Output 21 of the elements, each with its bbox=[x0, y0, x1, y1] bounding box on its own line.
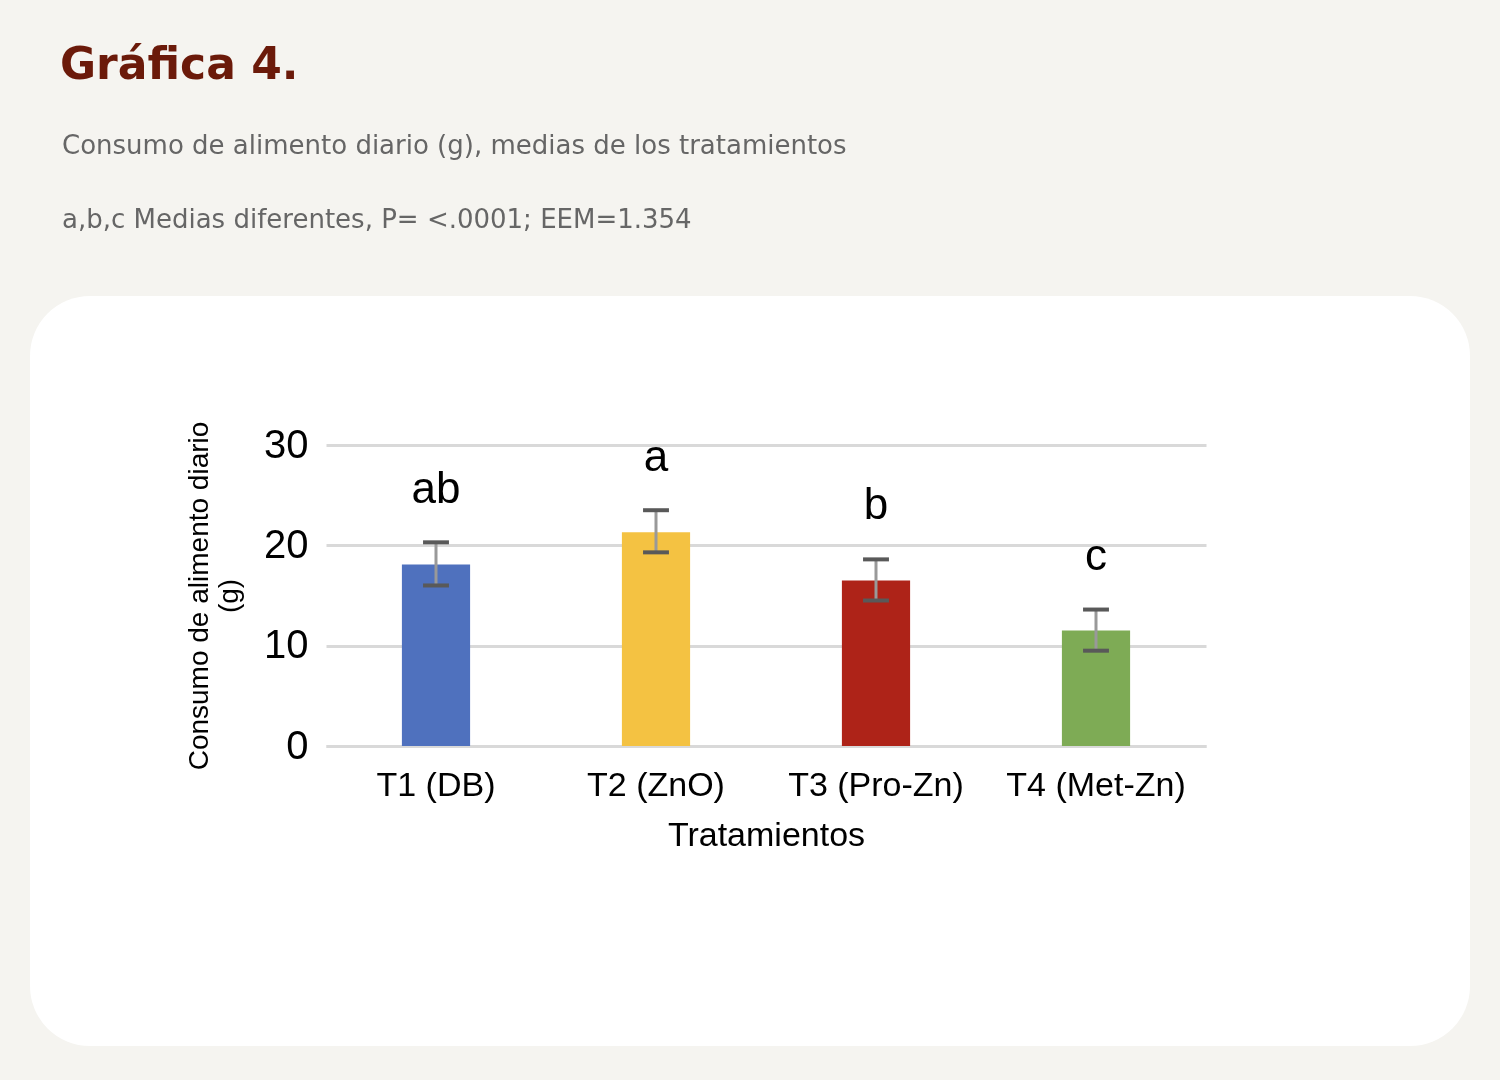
x-tick-label: T4 (Met-Zn) bbox=[1006, 764, 1186, 803]
x-tick-label: T2 (ZnO) bbox=[587, 764, 725, 803]
annotation: ab bbox=[411, 463, 461, 513]
chart-subtitle: Consumo de alimento diario (g), medias de los tratamientos bbox=[62, 130, 847, 160]
bar bbox=[841, 580, 911, 746]
x-tick-label: T1 (DB) bbox=[376, 764, 496, 803]
x-tick-label: T3 (Pro-Zn) bbox=[788, 764, 964, 803]
text: a,b,c Medias diferentes, P= <.0001; EEM=1.354 bbox=[62, 204, 692, 234]
y-tick-label: 0 bbox=[286, 722, 309, 767]
annotation: b bbox=[863, 479, 889, 529]
annotation: c bbox=[1085, 529, 1107, 579]
chart-title: Gráfica 4. bbox=[60, 38, 299, 89]
annotation: a bbox=[643, 431, 669, 481]
bar bbox=[1061, 630, 1131, 746]
bar bbox=[621, 532, 691, 746]
bar bbox=[401, 564, 471, 746]
y-tick-label: 20 bbox=[264, 521, 309, 566]
y-tick-label: 10 bbox=[264, 622, 309, 667]
x-axis-title: Tratamientos bbox=[667, 814, 866, 853]
y-axis-title: Consumo de alimento diario (g) bbox=[183, 421, 245, 771]
y-tick-label: 30 bbox=[264, 421, 309, 466]
